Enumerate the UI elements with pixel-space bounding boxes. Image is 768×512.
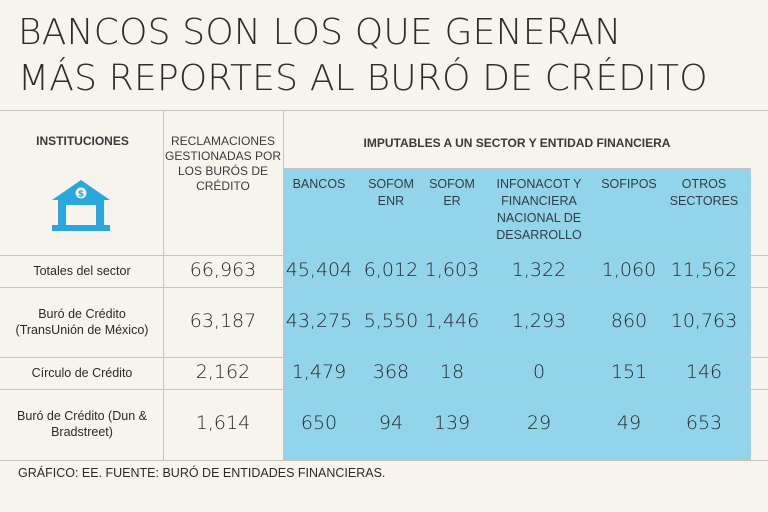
- value-cell: 1,322: [511, 259, 567, 281]
- claims-cell: 63,187: [189, 310, 257, 332]
- top-rule: [0, 110, 768, 111]
- column-header: BANCOS: [292, 177, 346, 191]
- value-cell: 49: [616, 412, 642, 434]
- value-cell: 1,479: [291, 361, 347, 383]
- value-cell: 368: [372, 361, 410, 383]
- value-cell: 1,060: [601, 259, 657, 281]
- value-cell: 1,293: [511, 310, 567, 332]
- value-cell: 151: [610, 361, 648, 383]
- value-cell: 11,562: [670, 259, 738, 281]
- value-cell: 1,446: [424, 310, 480, 332]
- group-rule: [283, 168, 751, 169]
- column-header: SOFIPOS: [601, 177, 657, 191]
- row-label: Círculo de Crédito: [31, 366, 133, 380]
- column-header: SOFOM ENR: [368, 177, 414, 208]
- value-cell: 94: [378, 412, 404, 434]
- row-label: Buró de Crédito (Dun & Bradstreet): [17, 409, 147, 439]
- row-label: Totales del sector: [33, 264, 131, 278]
- col-divider-2: [283, 110, 284, 460]
- value-cell: 653: [685, 412, 723, 434]
- bank-icon: $: [52, 180, 110, 231]
- title-line-2: MÁS REPORTES AL BURÓ DE CRÉDITO: [18, 58, 708, 99]
- value-cell: 18: [439, 361, 465, 383]
- column-header: OTROS SECTORES: [669, 177, 739, 208]
- bottom-rule: [0, 460, 768, 461]
- chart-title: BANCOS SON LOS QUE GENERAN MÁS REPORTES …: [18, 10, 758, 102]
- title-line-1: BANCOS SON LOS QUE GENERAN: [18, 12, 622, 53]
- row-rule: [0, 287, 768, 288]
- value-cell: 43,275: [285, 310, 353, 332]
- value-cell: 860: [610, 310, 648, 332]
- value-cell: 5,550: [363, 310, 419, 332]
- column-header: SOFOM ER: [429, 177, 475, 208]
- header-group: IMPUTABLES A UN SECTOR Y ENTIDAD FINANCI…: [363, 136, 671, 150]
- header-claims: RECLAMACIONES GESTIONADAS POR LOS BURÓS …: [164, 134, 282, 193]
- source-footer: GRÁFICO: EE. FUENTE: BURÓ DE ENTIDADES F…: [18, 466, 386, 480]
- value-cell: 10,763: [670, 310, 738, 332]
- value-cell: 139: [433, 412, 471, 434]
- value-cell: 146: [685, 361, 723, 383]
- claims-cell: 2,162: [195, 361, 251, 383]
- value-cell: 1,603: [424, 259, 480, 281]
- row-rule: [0, 389, 768, 390]
- group-header-area: [283, 110, 751, 168]
- row-rule: [0, 357, 768, 358]
- claims-cell: 66,963: [189, 259, 257, 281]
- header-institutions: INSTITUCIONES: [36, 134, 129, 148]
- row-label: Buró de Crédito (TransUnión de México): [15, 307, 149, 337]
- claims-cell: 1,614: [195, 412, 251, 434]
- column-header: INFONACOT Y FINANCIERA NACIONAL DE DESAR…: [496, 177, 582, 242]
- svg-text:$: $: [78, 190, 84, 200]
- value-cell: 29: [526, 412, 552, 434]
- row-rule: [0, 255, 768, 256]
- table-chart: INSTITUCIONES $ RECLAMACIONES GESTIONADA…: [0, 110, 768, 462]
- value-cell: 650: [300, 412, 338, 434]
- value-cell: 6,012: [363, 259, 419, 281]
- value-cell: 45,404: [285, 259, 353, 281]
- value-cell: 0: [532, 361, 546, 383]
- col-divider-1: [163, 110, 164, 460]
